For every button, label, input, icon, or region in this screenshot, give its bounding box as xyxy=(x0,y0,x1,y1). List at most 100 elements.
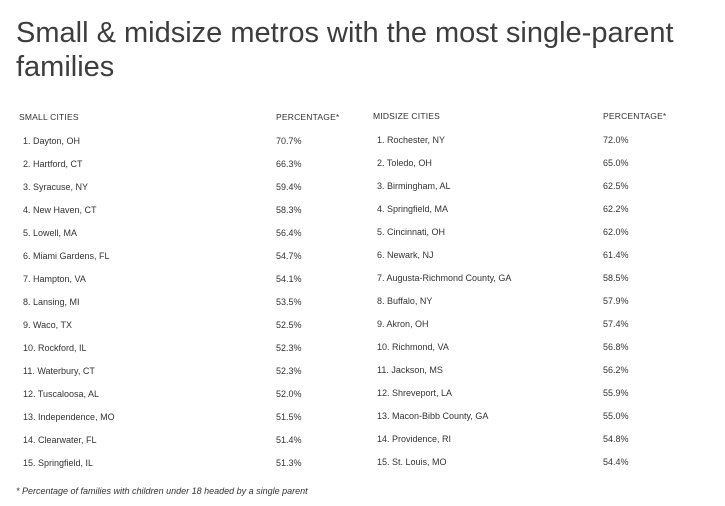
city-name: 4. Springfield, MA xyxy=(377,204,449,214)
table-row: 5. Cincinnati, OH 62.0% xyxy=(370,221,690,244)
city-name: 9. Waco, TX xyxy=(23,320,73,330)
percentage-value: 62.0% xyxy=(603,227,629,237)
percentage-value: 55.0% xyxy=(603,411,629,421)
table-row: 2. Toledo, OH 65.0% xyxy=(370,152,690,175)
page-title: Small & midsize metros with the most sin… xyxy=(16,17,674,83)
city-name: 15. Springfield, IL xyxy=(23,458,94,468)
table-row: 11. Jackson, MS 56.2% xyxy=(370,359,690,382)
table-row: 13. Macon-Bibb County, GA 55.0% xyxy=(370,405,690,428)
table-row: 3. Syracuse, NY 59.4% xyxy=(16,176,356,199)
percentage-value: 52.5% xyxy=(276,320,302,330)
city-name: 3. Birmingham, AL xyxy=(377,181,451,191)
city-name: 7. Hampton, VA xyxy=(23,274,86,284)
city-name: 12. Tuscaloosa, AL xyxy=(23,389,100,399)
city-name: 13. Independence, MO xyxy=(23,412,115,422)
table-row: 4. Springfield, MA 62.2% xyxy=(370,198,690,221)
table-row: 1. Rochester, NY 72.0% xyxy=(370,129,690,152)
table-row: 15. St. Louis, MO 54.4% xyxy=(370,451,690,474)
city-name: 8. Lansing, MI xyxy=(23,297,80,307)
table-row: 8. Buffalo, NY 57.9% xyxy=(370,290,690,313)
percentage-value: 56.8% xyxy=(603,342,629,352)
percentage-value: 72.0% xyxy=(603,135,629,145)
table-row: 9. Akron, OH 57.4% xyxy=(370,313,690,336)
table-header: SMALL CITIES PERCENTAGE* xyxy=(16,107,356,130)
city-name: 4. New Haven, CT xyxy=(23,205,97,215)
small-cities-table: SMALL CITIES PERCENTAGE* 1. Dayton, OH 70.7… xyxy=(16,107,356,475)
city-name: 1. Dayton, OH xyxy=(23,136,81,146)
percentage-value: 51.3% xyxy=(276,458,302,468)
column-header-percentage: PERCENTAGE* xyxy=(603,111,667,121)
percentage-value: 54.4% xyxy=(603,457,629,467)
city-name: 11. Waterbury, CT xyxy=(23,366,95,376)
column-header-city: MIDSIZE CITIES xyxy=(373,111,441,121)
percentage-value: 52.3% xyxy=(276,343,302,353)
city-name: 12. Shreveport, LA xyxy=(377,388,453,398)
percentage-value: 55.9% xyxy=(603,388,629,398)
city-name: 7. Augusta-Richmond County, GA xyxy=(377,273,512,283)
percentage-value: 56.4% xyxy=(276,228,302,238)
table-row: 1. Dayton, OH 70.7% xyxy=(16,130,356,153)
city-name: 9. Akron, OH xyxy=(377,319,429,329)
city-name: 5. Lowell, MA xyxy=(23,228,78,238)
city-name: 13. Macon-Bibb County, GA xyxy=(377,411,489,421)
city-name: 14. Providence, RI xyxy=(377,434,452,444)
table-row: 15. Springfield, IL 51.3% xyxy=(16,452,356,475)
table-row: 12. Tuscaloosa, AL 52.0% xyxy=(16,383,356,406)
table-row: 13. Independence, MO 51.5% xyxy=(16,406,356,429)
percentage-value: 59.4% xyxy=(276,182,302,192)
city-name: 3. Syracuse, NY xyxy=(23,182,89,192)
percentage-value: 62.5% xyxy=(603,181,629,191)
percentage-value: 52.0% xyxy=(276,389,302,399)
percentage-value: 61.4% xyxy=(603,250,629,260)
city-name: 10. Richmond, VA xyxy=(377,342,449,352)
city-name: 5. Cincinnati, OH xyxy=(377,227,446,237)
city-name: 10. Rockford, IL xyxy=(23,343,87,353)
table-row: 12. Shreveport, LA 55.9% xyxy=(370,382,690,405)
table-row: 7. Hampton, VA 54.1% xyxy=(16,268,356,291)
percentage-value: 54.8% xyxy=(603,434,629,444)
table-row: 4. New Haven, CT 58.3% xyxy=(16,199,356,222)
table-row: 10. Rockford, IL 52.3% xyxy=(16,337,356,360)
city-name: 2. Hartford, CT xyxy=(23,159,83,169)
table-row: 9. Waco, TX 52.5% xyxy=(16,314,356,337)
percentage-value: 70.7% xyxy=(276,136,302,146)
percentage-value: 66.3% xyxy=(276,159,302,169)
percentage-value: 62.2% xyxy=(603,204,629,214)
table-row: 6. Newark, NJ 61.4% xyxy=(370,244,690,267)
table-row: 7. Augusta-Richmond County, GA 58.5% xyxy=(370,267,690,290)
percentage-value: 52.3% xyxy=(276,366,302,376)
table-row: 8. Lansing, MI 53.5% xyxy=(16,291,356,314)
table-row: 14. Clearwater, FL 51.4% xyxy=(16,429,356,452)
percentage-value: 65.0% xyxy=(603,158,629,168)
percentage-value: 53.5% xyxy=(276,297,302,307)
table-row: 14. Providence, RI 54.8% xyxy=(370,428,690,451)
percentage-value: 58.3% xyxy=(276,205,302,215)
table-row: 5. Lowell, MA 56.4% xyxy=(16,222,356,245)
percentage-value: 54.7% xyxy=(276,251,302,261)
midsize-cities-table: MIDSIZE CITIES PERCENTAGE* 1. Rochester, N… xyxy=(370,106,690,474)
footnote: * Percentage of families with children u… xyxy=(16,486,308,496)
column-header-percentage: PERCENTAGE* xyxy=(276,112,340,122)
table-row: 11. Waterbury, CT 52.3% xyxy=(16,360,356,383)
percentage-value: 51.4% xyxy=(276,435,302,445)
table-row: 6. Miami Gardens, FL 54.7% xyxy=(16,245,356,268)
percentage-value: 51.5% xyxy=(276,412,302,422)
city-name: 6. Miami Gardens, FL xyxy=(23,251,110,261)
column-header-city: SMALL CITIES xyxy=(19,112,79,122)
percentage-value: 57.9% xyxy=(603,296,629,306)
city-name: 1. Rochester, NY xyxy=(377,135,446,145)
city-name: 14. Clearwater, FL xyxy=(23,435,97,445)
percentage-value: 56.2% xyxy=(603,365,629,375)
table-header: MIDSIZE CITIES PERCENTAGE* xyxy=(370,106,690,129)
city-name: 2. Toledo, OH xyxy=(377,158,432,168)
table-row: 2. Hartford, CT 66.3% xyxy=(16,153,356,176)
city-name: 15. St. Louis, MO xyxy=(377,457,447,467)
percentage-value: 54.1% xyxy=(276,274,302,284)
city-name: 11. Jackson, MS xyxy=(377,365,443,375)
percentage-value: 57.4% xyxy=(603,319,629,329)
table-row: 3. Birmingham, AL 62.5% xyxy=(370,175,690,198)
table-row: 10. Richmond, VA 56.8% xyxy=(370,336,690,359)
city-name: 8. Buffalo, NY xyxy=(377,296,433,306)
city-name: 6. Newark, NJ xyxy=(377,250,434,260)
percentage-value: 58.5% xyxy=(603,273,629,283)
